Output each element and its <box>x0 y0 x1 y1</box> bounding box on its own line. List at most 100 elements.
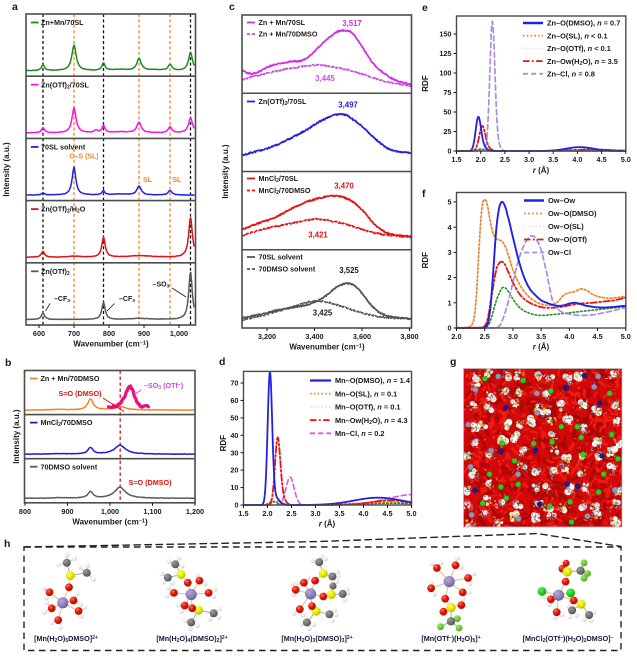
svg-text:Ow–O(DMSO): Ow–O(DMSO) <box>548 209 597 218</box>
svg-text:3,200: 3,200 <box>258 332 276 341</box>
svg-text:30: 30 <box>230 448 238 457</box>
svg-text:3: 3 <box>447 248 451 257</box>
svg-text:3,445: 3,445 <box>315 74 335 83</box>
svg-text:RDF: RDF <box>219 435 228 452</box>
svg-text:Mn–Ow(H2O), n = 4.3: Mn–Ow(H2O), n = 4.3 <box>335 416 408 426</box>
svg-text:Zn + Mn/70DMSO: Zn + Mn/70DMSO <box>259 30 318 39</box>
svg-text:2.0: 2.0 <box>476 155 486 164</box>
svg-text:b: b <box>5 357 11 369</box>
svg-text:Zn–Ow(H2O), n = 3.5: Zn–Ow(H2O), n = 3.5 <box>547 57 618 67</box>
svg-text:1,200: 1,200 <box>186 507 204 516</box>
svg-text:S=O (DMSO): S=O (DMSO) <box>129 478 173 487</box>
svg-text:[Mn(OTf–)(H2O)5]+: [Mn(OTf–)(H2O)5]+ <box>421 634 480 644</box>
svg-text:Ow–O(SL): Ow–O(SL) <box>548 222 584 231</box>
svg-text:h: h <box>4 538 10 550</box>
svg-text:70: 70 <box>230 379 238 388</box>
svg-text:40: 40 <box>230 431 238 440</box>
svg-text:Wavenumber (cm–1): Wavenumber (cm–1) <box>72 517 148 526</box>
svg-text:SL: SL <box>173 177 183 184</box>
svg-text:4.0: 4.0 <box>358 509 368 518</box>
svg-text:3,400: 3,400 <box>305 332 323 341</box>
svg-text:Ow–Cl: Ow–Cl <box>548 248 571 257</box>
svg-text:1.5: 1.5 <box>238 509 248 518</box>
svg-text:Mn–Cl, n = 0.2: Mn–Cl, n = 0.2 <box>335 429 385 438</box>
svg-text:700: 700 <box>68 329 80 338</box>
svg-text:Zn(OTf)2/70SL: Zn(OTf)2/70SL <box>41 80 90 90</box>
svg-text:Wavenumber (cm–1): Wavenumber (cm–1) <box>289 343 365 352</box>
svg-text:r (Å): r (Å) <box>319 520 336 529</box>
svg-text:800: 800 <box>103 329 115 338</box>
svg-text:125: 125 <box>439 49 451 58</box>
svg-text:Zn + Mn/70DMSO: Zn + Mn/70DMSO <box>41 374 100 383</box>
svg-text:Zn(OTf)2: Zn(OTf)2 <box>41 267 70 277</box>
svg-text:2.0: 2.0 <box>262 509 272 518</box>
svg-text:20: 20 <box>230 466 238 475</box>
svg-text:3,600: 3,600 <box>353 332 371 341</box>
svg-text:4.5: 4.5 <box>597 155 607 164</box>
svg-text:Zn(OTf)2/H2O: Zn(OTf)2/H2O <box>41 205 86 215</box>
svg-text:5.0: 5.0 <box>406 509 416 518</box>
svg-text:Zn + Mn/70SL: Zn + Mn/70SL <box>259 18 306 27</box>
svg-text:50: 50 <box>230 414 238 423</box>
svg-text:3,425: 3,425 <box>313 309 333 318</box>
svg-text:Intensity (a.u.): Intensity (a.u.) <box>2 142 11 197</box>
svg-text:3.0: 3.0 <box>524 155 534 164</box>
svg-text:2.0: 2.0 <box>451 332 461 341</box>
svg-text:4.5: 4.5 <box>382 509 392 518</box>
svg-text:5.0: 5.0 <box>621 155 631 164</box>
svg-text:0: 0 <box>447 324 451 333</box>
svg-text:a: a <box>12 1 18 13</box>
svg-text:800: 800 <box>19 507 31 516</box>
svg-text:Intensity (a.u.): Intensity (a.u.) <box>12 409 21 464</box>
svg-text:3,470: 3,470 <box>334 182 354 191</box>
svg-text:RDF: RDF <box>421 252 430 269</box>
svg-text:2: 2 <box>447 273 451 282</box>
svg-text:1.5: 1.5 <box>451 155 461 164</box>
svg-text:3,497: 3,497 <box>338 101 358 110</box>
svg-text:900: 900 <box>61 507 73 516</box>
svg-text:3,800: 3,800 <box>400 332 418 341</box>
svg-text:e: e <box>422 2 428 14</box>
svg-text:MnCl2/70DMSO: MnCl2/70DMSO <box>41 418 93 428</box>
svg-text:2.5: 2.5 <box>500 155 510 164</box>
svg-text:25: 25 <box>443 127 451 136</box>
svg-text:f: f <box>422 188 426 200</box>
svg-text:3.0: 3.0 <box>310 509 320 518</box>
svg-text:Mn–O(OTf), n = 0.1: Mn–O(OTf), n = 0.1 <box>335 403 401 412</box>
svg-text:c: c <box>229 1 235 13</box>
svg-text:3.5: 3.5 <box>334 509 344 518</box>
svg-text:70SL solvent: 70SL solvent <box>41 143 86 152</box>
svg-text:Zn–O(DMSO), n = 0.7: Zn–O(DMSO), n = 0.7 <box>547 19 620 28</box>
svg-text:1,000: 1,000 <box>170 329 188 338</box>
svg-text:g: g <box>450 356 456 368</box>
svg-text:Mn–O(SL), n = 0.1: Mn–O(SL), n = 0.1 <box>335 389 397 398</box>
svg-text:3,517: 3,517 <box>342 19 362 28</box>
svg-text:Zn+Mn/70SL: Zn+Mn/70SL <box>41 18 84 27</box>
svg-text:C–S (SL): C–S (SL) <box>69 154 98 161</box>
svg-text:4.0: 4.0 <box>564 332 574 341</box>
svg-text:Zn–O(SL), n < 0.1: Zn–O(SL), n < 0.1 <box>547 31 608 40</box>
svg-text:4.0: 4.0 <box>572 155 582 164</box>
svg-text:Zn(OTf)2/70SL: Zn(OTf)2/70SL <box>259 97 308 107</box>
svg-text:MnCl2/70SL: MnCl2/70SL <box>259 174 299 184</box>
svg-text:3.0: 3.0 <box>508 332 518 341</box>
svg-text:5.0: 5.0 <box>621 332 631 341</box>
svg-text:100: 100 <box>439 69 451 78</box>
svg-text:Zn–O(OTf), n < 0.1: Zn–O(OTf), n < 0.1 <box>547 44 611 53</box>
svg-text:Wavenumber (cm–1): Wavenumber (cm–1) <box>73 340 149 349</box>
svg-text:3.5: 3.5 <box>548 155 558 164</box>
svg-text:r (Å): r (Å) <box>533 343 550 352</box>
svg-text:4.5: 4.5 <box>593 332 603 341</box>
svg-text:S=O (DMSO): S=O (DMSO) <box>59 389 103 398</box>
svg-text:10: 10 <box>230 483 238 492</box>
svg-text:70DMSO solvent: 70DMSO solvent <box>41 462 98 471</box>
svg-text:70SL solvent: 70SL solvent <box>259 253 304 262</box>
svg-text:Ow–Ow: Ow–Ow <box>548 196 575 205</box>
svg-text:3,525: 3,525 <box>339 266 359 275</box>
svg-text:1: 1 <box>447 298 451 307</box>
svg-text:50: 50 <box>443 108 451 117</box>
svg-text:600: 600 <box>33 329 45 338</box>
svg-text:0: 0 <box>234 501 238 510</box>
svg-text:900: 900 <box>138 329 150 338</box>
svg-text:2.5: 2.5 <box>286 509 296 518</box>
